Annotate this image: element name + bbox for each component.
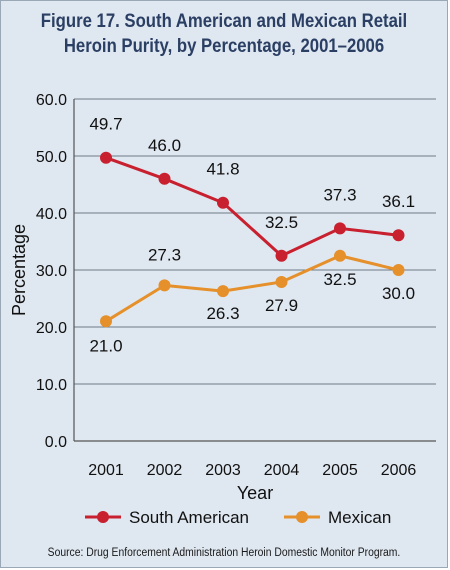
data-label: 49.7 <box>89 115 122 134</box>
y-tick-label: 30.0 <box>36 263 67 280</box>
line-chart: 0.0 10.0 20.0 30.0 40.0 50.0 60.0 2001 2002 2003… <box>9 92 436 527</box>
legend-label: South American <box>129 508 249 527</box>
y-tick-label: 60.0 <box>36 92 67 109</box>
data-point <box>217 196 229 209</box>
legend-item: South American <box>85 508 249 527</box>
data-label: 32.5 <box>265 213 298 232</box>
data-label: 37.3 <box>323 185 356 204</box>
data-point <box>334 249 346 262</box>
data-point <box>100 315 112 328</box>
legend-swatch-marker <box>97 511 109 523</box>
data-point <box>100 151 112 164</box>
legend-item: Mexican <box>284 508 391 527</box>
data-label: 46.0 <box>148 136 181 155</box>
source-note: Source: Drug Enforcement Administration … <box>47 547 401 559</box>
data-point <box>275 249 288 262</box>
data-label: 27.9 <box>265 296 298 315</box>
x-tick-label: 2003 <box>205 462 241 479</box>
y-tick-label: 50.0 <box>36 149 67 166</box>
figure-title-line-2: Heroin Purity, by Percentage, 2001–2006 <box>63 36 385 57</box>
x-tick-label: 2001 <box>88 462 124 479</box>
x-tick-label: 2004 <box>264 462 300 479</box>
legend-swatch-marker <box>296 511 308 523</box>
data-label: 32.5 <box>323 270 356 289</box>
x-axis-label: Year <box>237 483 273 503</box>
series-line <box>105 156 399 258</box>
data-point <box>275 275 288 288</box>
data-label: 21.0 <box>89 336 122 355</box>
figure-title: Figure 17. South American and Mexican Re… <box>28 9 420 59</box>
x-tick-label: 2005 <box>322 462 358 479</box>
series-group: 49.7 46.0 41.8 32.5 37.3 36.1 21.0 27.3 26.3 27.9… <box>89 115 415 356</box>
series-mexican: 21.0 27.3 26.3 27.9 32.5 30.0 <box>89 245 415 355</box>
x-tick-label: 2006 <box>381 462 417 479</box>
legend-label: Mexican <box>328 508 391 527</box>
data-label: 30.0 <box>382 284 415 303</box>
y-tick-label: 20.0 <box>36 320 67 337</box>
data-label: 26.3 <box>206 304 239 323</box>
y-tick-label: 10.0 <box>36 377 67 394</box>
y-axis-label: Percentage <box>9 224 29 316</box>
series-line <box>105 254 399 323</box>
figure-title-line-1: Figure 17. South American and Mexican Re… <box>40 11 408 32</box>
data-point <box>217 285 229 298</box>
data-point <box>158 279 171 292</box>
data-point <box>392 264 405 276</box>
data-label: 41.8 <box>206 160 239 179</box>
x-tick-labels: 2001 2002 2003 2004 2005 2006 <box>88 462 416 479</box>
series-south-american: 49.7 46.0 41.8 32.5 37.3 36.1 <box>89 115 415 262</box>
data-point <box>158 172 171 185</box>
legend: South American Mexican <box>85 508 391 527</box>
data-point <box>334 222 346 235</box>
grid-lines <box>74 98 436 385</box>
data-point <box>392 229 405 242</box>
x-tick-label: 2002 <box>147 462 183 479</box>
y-tick-label: 0.0 <box>45 434 67 451</box>
data-label: 27.3 <box>148 245 181 264</box>
y-tick-label: 40.0 <box>36 206 67 223</box>
data-label: 36.1 <box>382 192 415 211</box>
y-tick-labels: 0.0 10.0 20.0 30.0 40.0 50.0 60.0 <box>36 92 67 451</box>
